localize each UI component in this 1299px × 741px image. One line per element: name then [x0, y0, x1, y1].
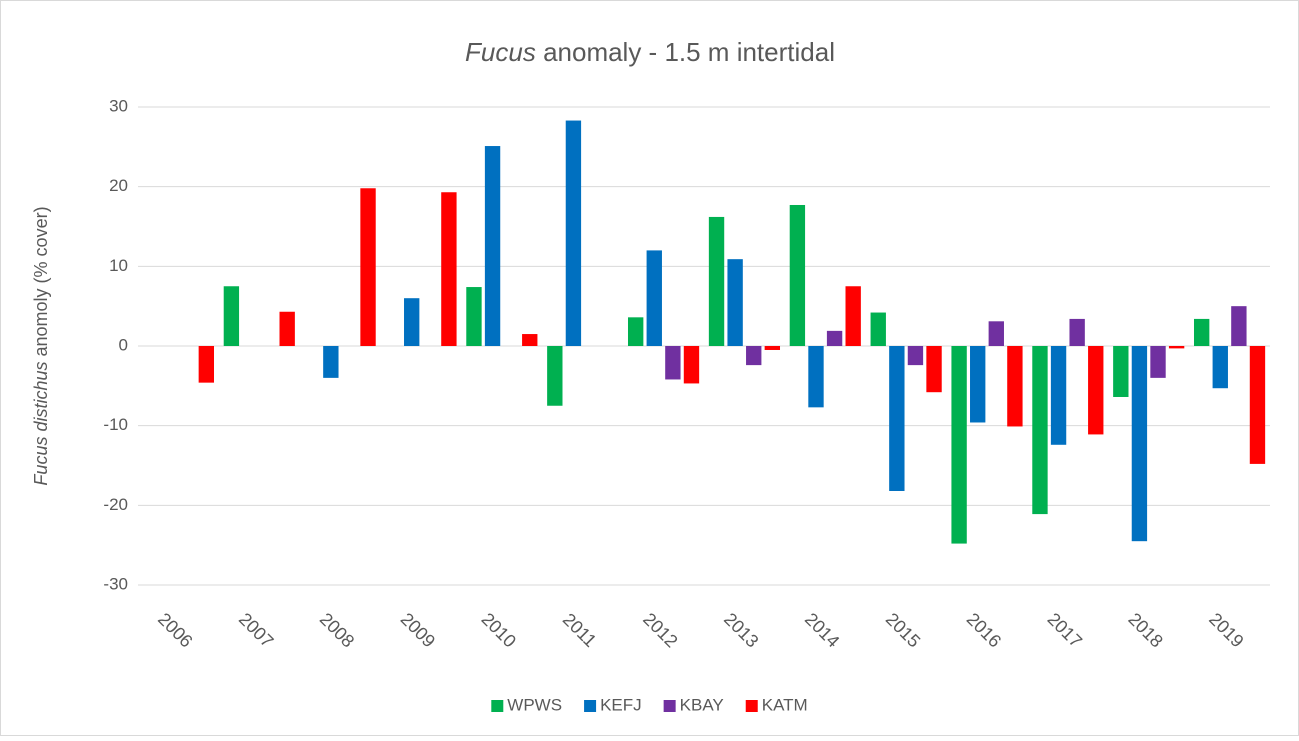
bar [646, 250, 662, 346]
bar [708, 216, 725, 346]
bar [665, 346, 681, 380]
legend-label: KEFJ [600, 695, 642, 714]
bar [565, 120, 582, 346]
bar [484, 146, 501, 346]
bar [1168, 346, 1185, 349]
bar [279, 311, 295, 346]
title-italic: Fucus [465, 37, 536, 67]
bar [970, 346, 986, 423]
bar [1131, 346, 1148, 542]
bar [223, 286, 240, 346]
bar [1032, 346, 1048, 515]
y-tick-label: 10 [109, 256, 128, 275]
bar [547, 346, 563, 406]
y-label-rest: anomoly (% cover) [31, 206, 51, 356]
bar [1050, 346, 1067, 445]
legend-swatch [584, 700, 597, 712]
bar [808, 346, 824, 408]
y-tick-label: -30 [103, 574, 128, 593]
bar [1007, 346, 1023, 427]
bar [889, 346, 905, 491]
bar [1069, 318, 1085, 346]
y-tick-label: 20 [109, 176, 128, 195]
bar [746, 346, 762, 366]
title-rest: anomaly - 1.5 m intertidal [543, 37, 835, 67]
bar [1088, 346, 1104, 435]
bar [951, 346, 967, 544]
bar [627, 317, 644, 346]
bar [323, 346, 339, 378]
bar [870, 312, 886, 346]
y-label-italic: Fucus distichus [31, 362, 51, 486]
bar [1113, 346, 1129, 397]
bar [441, 192, 457, 346]
bar [926, 346, 942, 393]
bar [764, 346, 781, 350]
legend-label: KATM [762, 695, 808, 714]
legend-label: KBAY [680, 695, 724, 714]
bar [826, 330, 843, 346]
bar [466, 287, 482, 346]
chart-title: Fucus anomaly - 1.5 m intertidal [465, 37, 835, 67]
bar [198, 346, 215, 383]
bar [907, 346, 924, 366]
y-tick-label: 0 [119, 335, 128, 354]
bar [988, 321, 1004, 346]
legend-swatch [491, 700, 504, 712]
bar [1150, 346, 1166, 378]
bar [789, 204, 806, 346]
y-axis-label: Fucus distichus anomoly (% cover) [31, 206, 51, 485]
legend-swatch [663, 700, 676, 712]
bar [1249, 346, 1266, 464]
bar [522, 334, 538, 346]
bar [1193, 318, 1210, 346]
bar [404, 298, 420, 346]
y-tick-label: 30 [109, 96, 128, 115]
y-tick-label: -20 [103, 495, 128, 514]
legend-swatch [745, 700, 758, 712]
bar [683, 346, 700, 384]
bar [1212, 346, 1228, 389]
bar [360, 188, 376, 346]
legend-label: WPWS [507, 695, 562, 714]
bar [1231, 306, 1247, 346]
y-tick-label: -10 [103, 415, 128, 434]
bar [845, 286, 861, 346]
bar [727, 259, 743, 346]
